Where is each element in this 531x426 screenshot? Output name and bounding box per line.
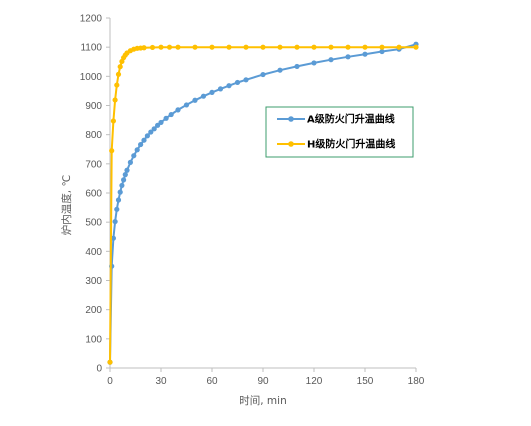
- x-tick-label: 90: [257, 376, 269, 387]
- data-point: [234, 79, 241, 86]
- legend-box: [265, 106, 414, 158]
- series-line-1: [109, 46, 416, 363]
- data-point: [413, 44, 419, 50]
- data-point: [311, 60, 317, 66]
- data-point: [328, 57, 334, 63]
- data-point: [200, 93, 207, 99]
- data-point: [131, 153, 137, 159]
- y-axis-title: 炉内温度, ℃: [60, 175, 73, 235]
- data-point: [362, 51, 368, 57]
- x-tick-label: 180: [408, 376, 425, 387]
- legend-label: H级防火门升温曲线: [307, 138, 395, 151]
- y-tick-label: 300: [85, 276, 102, 287]
- data-point: [243, 44, 249, 50]
- series-line-0: [109, 43, 417, 363]
- data-point: [209, 89, 215, 95]
- data-point: [117, 64, 123, 70]
- data-point: [121, 177, 127, 183]
- data-point: [183, 102, 190, 108]
- data-point: [151, 126, 157, 132]
- data-point: [260, 71, 266, 78]
- data-point: [114, 82, 120, 88]
- data-point: [311, 44, 317, 50]
- y-tick-label: 0: [96, 364, 102, 375]
- data-point: [362, 44, 368, 50]
- data-point: [168, 111, 174, 118]
- data-point: [144, 133, 150, 139]
- x-tick-labels: 0 30 60 90 120 150 180: [107, 368, 425, 387]
- data-point: [379, 44, 385, 50]
- data-point: [294, 63, 300, 70]
- y-tick-label: 900: [85, 101, 102, 112]
- data-point: [158, 119, 164, 126]
- y-tick-labels: 0 100 200 300 400 500 600 700 800 900 1000 1100 1200: [80, 14, 110, 375]
- x-axis-title: 时间, min: [239, 394, 286, 407]
- data-point: [243, 77, 249, 83]
- y-tick-label: 100: [85, 334, 102, 345]
- data-point: [110, 235, 116, 241]
- data-point: [148, 129, 154, 135]
- data-point: [141, 137, 147, 143]
- y-tick-label: 600: [85, 189, 102, 200]
- data-point: [294, 44, 300, 50]
- data-point: [226, 83, 232, 89]
- x-tick-label: 30: [155, 376, 167, 387]
- legend-swatch-marker: [288, 116, 294, 122]
- legend: A级防火门升温曲线 H级防火门升温曲线: [265, 106, 414, 158]
- data-point: [112, 218, 118, 225]
- data-point: [109, 148, 115, 154]
- data-point: [158, 44, 164, 50]
- data-point: [277, 67, 283, 73]
- data-point: [226, 44, 232, 50]
- data-point: [260, 44, 266, 50]
- data-point: [149, 44, 156, 51]
- data-point: [155, 122, 161, 128]
- series-lines: [107, 41, 419, 365]
- data-point: [117, 189, 123, 195]
- data-point: [107, 359, 113, 365]
- data-point: [163, 115, 169, 121]
- y-tick-label: 1200: [80, 14, 103, 25]
- data-point: [277, 44, 283, 50]
- data-point: [209, 44, 215, 50]
- legend-label: A级防火门升温曲线: [307, 113, 395, 126]
- data-point: [112, 97, 118, 103]
- data-point: [124, 167, 130, 173]
- data-point: [119, 182, 125, 189]
- y-tick-label: 800: [85, 130, 102, 141]
- y-tick-label: 1100: [80, 43, 102, 54]
- data-point: [122, 172, 128, 178]
- data-point: [141, 45, 147, 51]
- x-tick-label: 60: [206, 376, 218, 387]
- data-point: [175, 44, 181, 50]
- data-point: [115, 197, 122, 203]
- data-point: [192, 44, 198, 50]
- data-point: [138, 141, 144, 148]
- y-tick-label: 500: [85, 218, 102, 229]
- x-tick-label: 0: [107, 376, 113, 387]
- data-point: [217, 86, 224, 92]
- y-tick-label: 200: [85, 305, 102, 316]
- y-tick-label: 1000: [80, 72, 103, 83]
- data-point: [175, 107, 181, 113]
- data-point: [115, 71, 122, 77]
- y-tick-label: 400: [85, 247, 102, 258]
- x-tick-label: 120: [306, 376, 323, 387]
- data-point: [127, 159, 133, 165]
- x-tick-label: 150: [357, 376, 374, 387]
- data-point: [166, 44, 173, 50]
- data-point: [192, 97, 198, 103]
- axes: [109, 18, 416, 369]
- data-point: [379, 48, 385, 55]
- data-point: [396, 44, 402, 50]
- y-tick-label: 700: [85, 159, 102, 170]
- legend-swatch-marker: [288, 141, 294, 147]
- data-point: [345, 54, 351, 60]
- data-point: [328, 44, 334, 50]
- data-point: [114, 206, 120, 212]
- data-point: [110, 118, 116, 124]
- data-point: [134, 147, 140, 153]
- data-point: [345, 44, 351, 50]
